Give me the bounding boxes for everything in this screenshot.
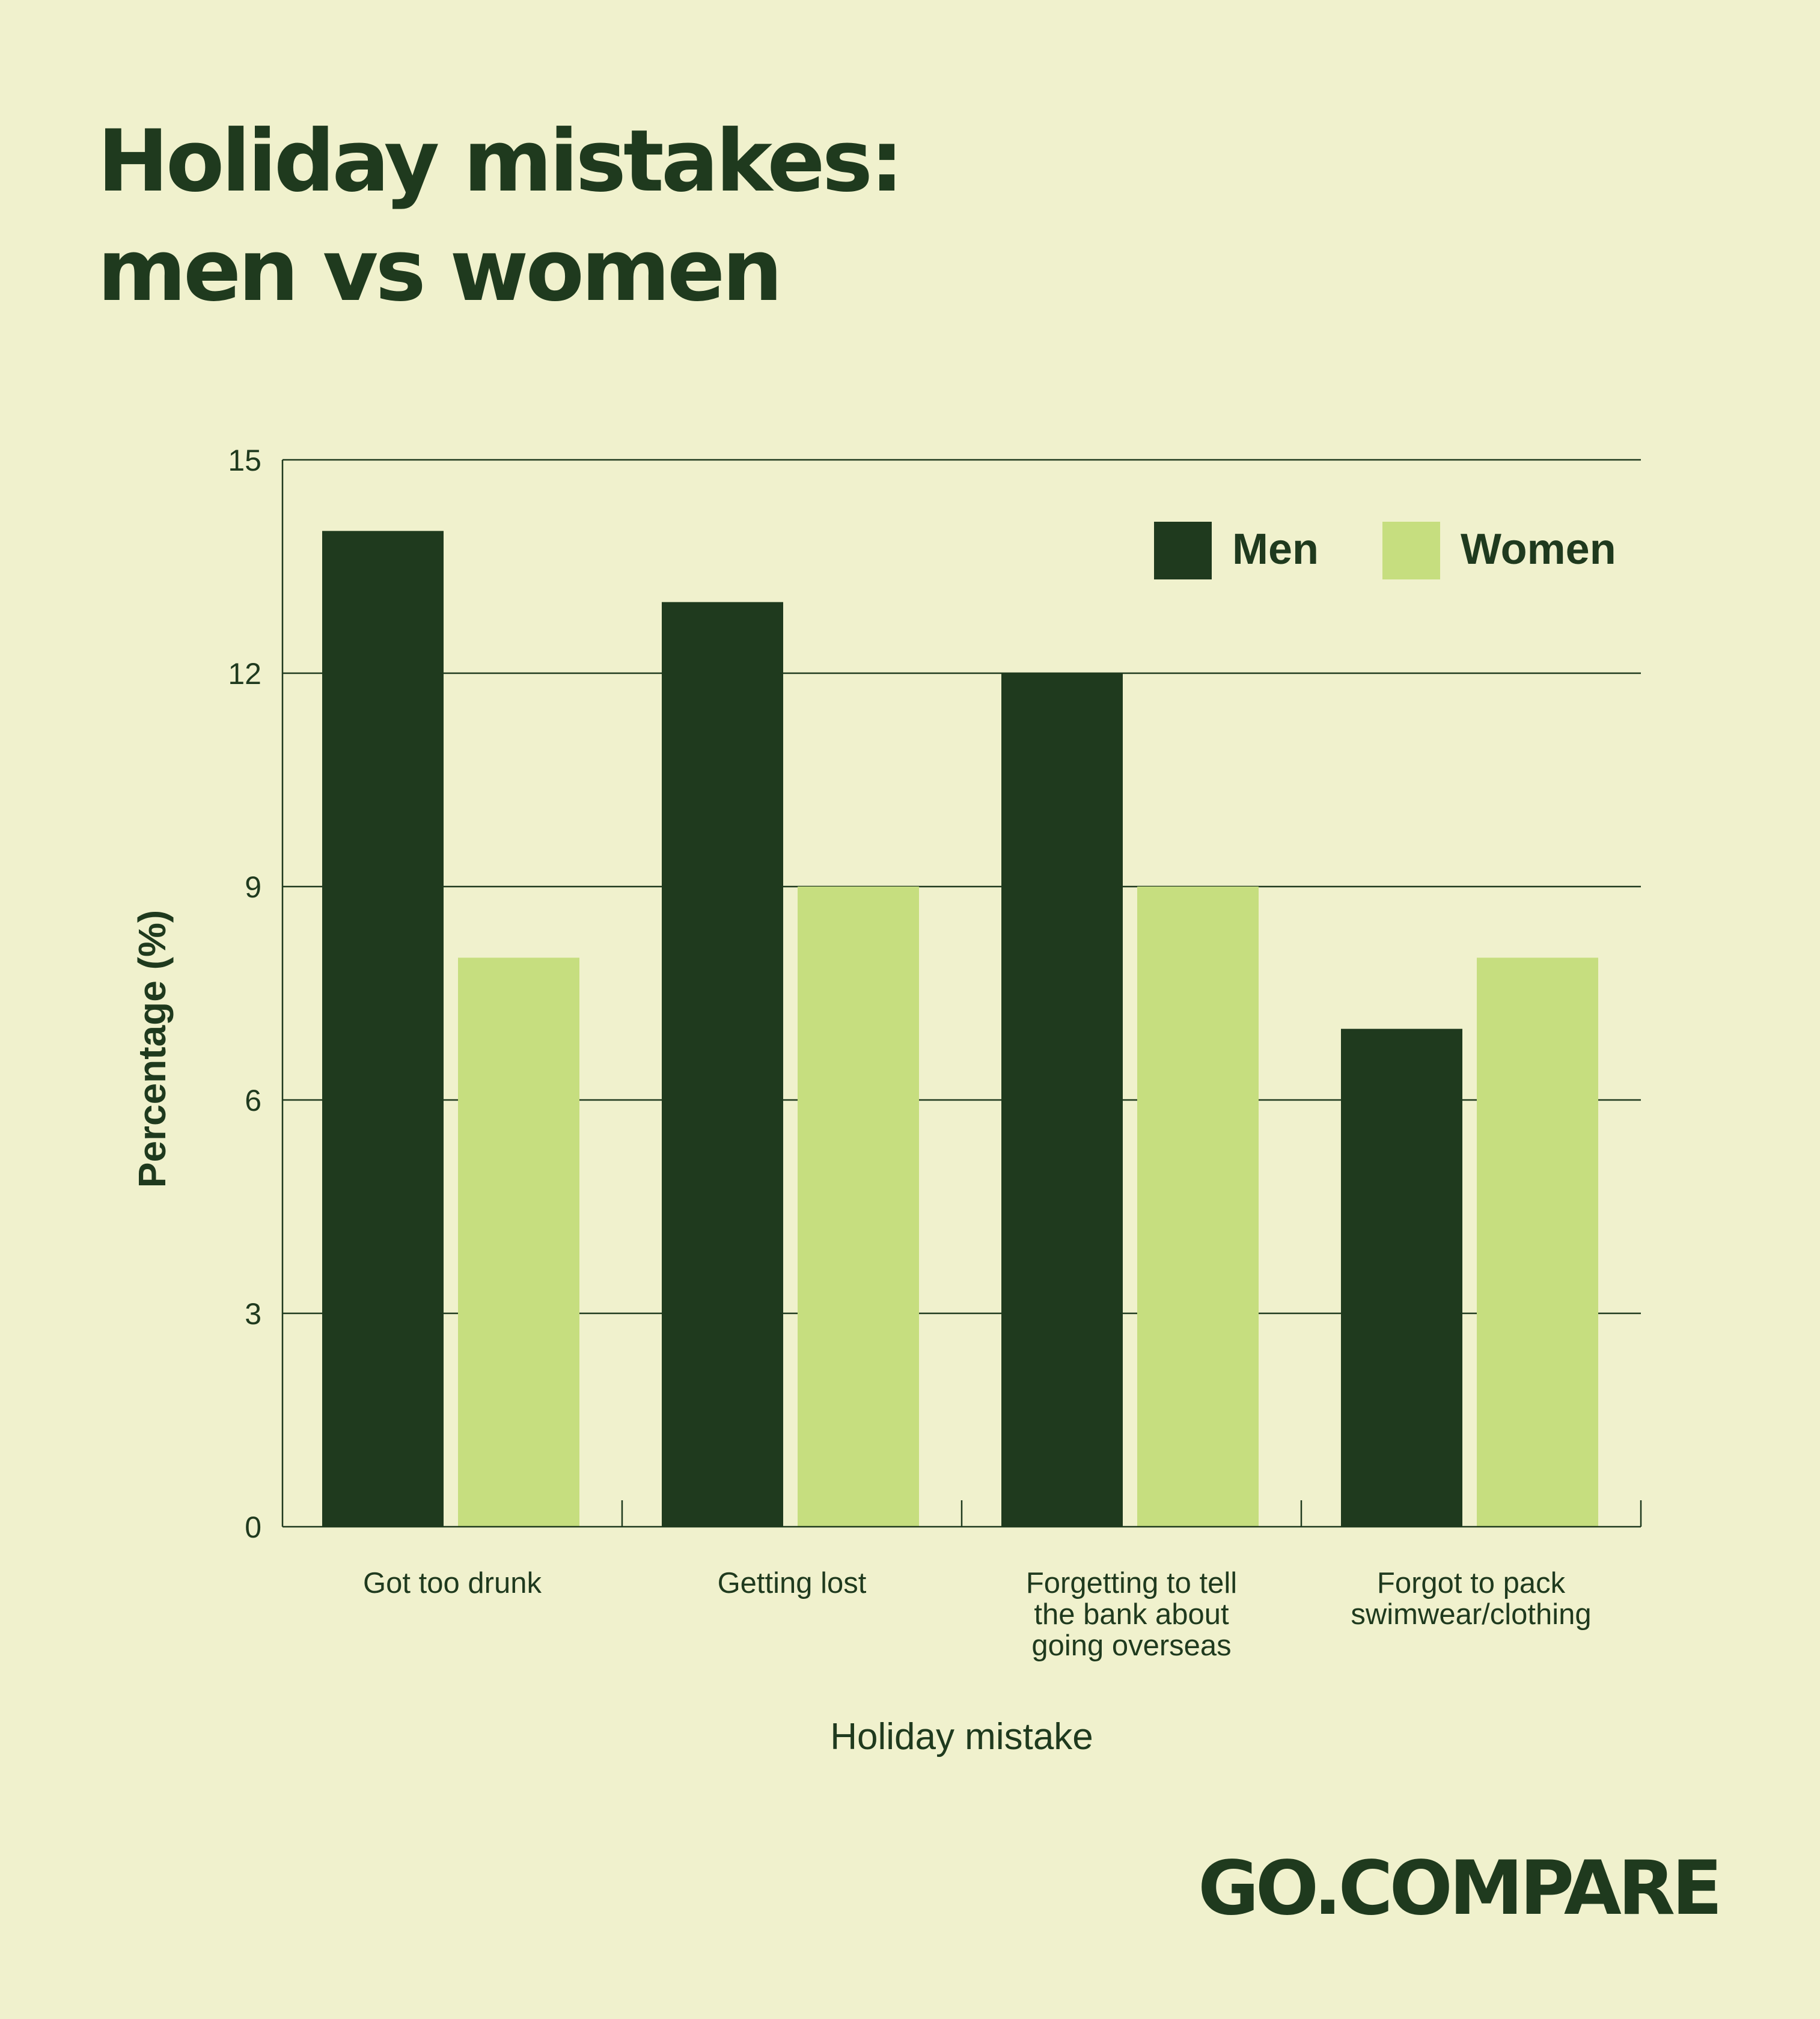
- y-tick-label: 9: [245, 870, 261, 904]
- x-tick-label-line: Forgetting to tell: [1026, 1567, 1237, 1599]
- bar-men: [1341, 1028, 1462, 1527]
- bars: [322, 531, 1598, 1527]
- x-tick-label: Forgetting to tell the bank about going ov…: [1026, 1567, 1237, 1662]
- bar-women: [1137, 887, 1259, 1527]
- x-tick-label-line: going overseas: [1031, 1630, 1231, 1662]
- legend-swatch: [1154, 522, 1212, 579]
- x-tick-label-line: swimwear/clothing: [1351, 1598, 1591, 1631]
- x-tick-label-line: Forgot to pack: [1377, 1567, 1566, 1599]
- chart-title-line-1: Holiday mistakes:: [97, 112, 904, 211]
- y-tick-label: 15: [228, 444, 261, 477]
- x-tick-label-line: Got too drunk: [363, 1567, 542, 1599]
- x-tick-label: Forgot to pack swimwear/clothing: [1351, 1567, 1591, 1631]
- x-tick-label: Got too drunk: [363, 1567, 542, 1599]
- legend-swatch: [1382, 522, 1440, 579]
- y-tick-label: 0: [245, 1510, 261, 1544]
- bar-men: [1001, 673, 1123, 1527]
- x-axis-title: Holiday mistake: [830, 1716, 1093, 1758]
- bar-men: [662, 602, 783, 1527]
- bar-women: [458, 958, 579, 1527]
- y-tick-label: 6: [245, 1084, 261, 1117]
- legend: Men Women: [1154, 522, 1616, 579]
- bar-women: [798, 887, 919, 1527]
- y-tick-label: 3: [245, 1297, 261, 1331]
- y-tick-label: 12: [228, 657, 261, 691]
- x-tick-label-line: the bank about: [1034, 1598, 1229, 1631]
- x-tick-label: Getting lost: [718, 1567, 867, 1599]
- legend-label: Men: [1232, 525, 1319, 573]
- x-tick-label-line: Getting lost: [718, 1567, 867, 1599]
- bar-men: [322, 531, 444, 1527]
- labels: 0 3 6 9 12 15 Got too drunk Getting lost Forgett…: [130, 444, 1592, 1758]
- chart-title-line-2: men vs women: [97, 221, 783, 320]
- legend-label: Women: [1461, 525, 1616, 573]
- brand-logo: GO.COMPARE: [1197, 1845, 1723, 1932]
- y-axis-title: Percentage (%): [130, 910, 174, 1188]
- chart-title: Holiday mistakes: men vs women: [97, 107, 904, 326]
- bar-women: [1477, 958, 1598, 1527]
- axes: [281, 460, 1642, 1528]
